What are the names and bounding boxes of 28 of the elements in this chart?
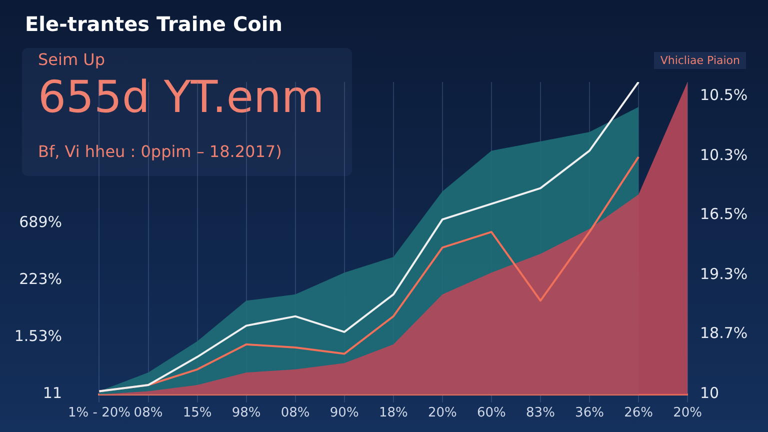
- chart-title: Ele-trantes Traine Coin: [25, 12, 282, 36]
- text: 16.5%: [700, 205, 749, 224]
- x-tick-label: 20%: [428, 406, 457, 421]
- x-tick-label: 98%: [232, 406, 261, 421]
- text: Vhicliae Piaion: [654, 52, 746, 69]
- x-tick-label: 15%: [182, 406, 212, 421]
- text: 18.7%: [700, 324, 749, 342]
- x-tick-label: 83%: [526, 406, 555, 421]
- chart-subtitle: Seim Up: [38, 50, 105, 69]
- annotation: 655d YT.enm: [38, 72, 324, 123]
- x-tick-label: 08%: [134, 406, 163, 421]
- text: 10.5%: [700, 86, 749, 104]
- text: 1.53%: [13, 327, 62, 345]
- text: 689%: [18, 213, 62, 231]
- text: 10.3%: [700, 146, 749, 164]
- x-tick-label: 1% - 20%: [68, 406, 130, 421]
- x-tick-label: 36%: [575, 406, 604, 421]
- text: 223%: [18, 270, 62, 288]
- text: 10: [700, 384, 720, 402]
- x-tick-label: 08%: [280, 406, 310, 421]
- text: 19.3%: [700, 264, 749, 283]
- x-tick-label: 60%: [476, 406, 506, 421]
- x-tick-label: 18%: [378, 406, 408, 421]
- x-tick-label: 20%: [673, 406, 702, 421]
- text: 11: [42, 384, 62, 402]
- annotation: Bf, Vi hheu : 0ppim – 18.2017): [38, 142, 282, 161]
- x-tick-label: 90%: [330, 406, 359, 421]
- x-tick-label: 26%: [624, 406, 653, 421]
